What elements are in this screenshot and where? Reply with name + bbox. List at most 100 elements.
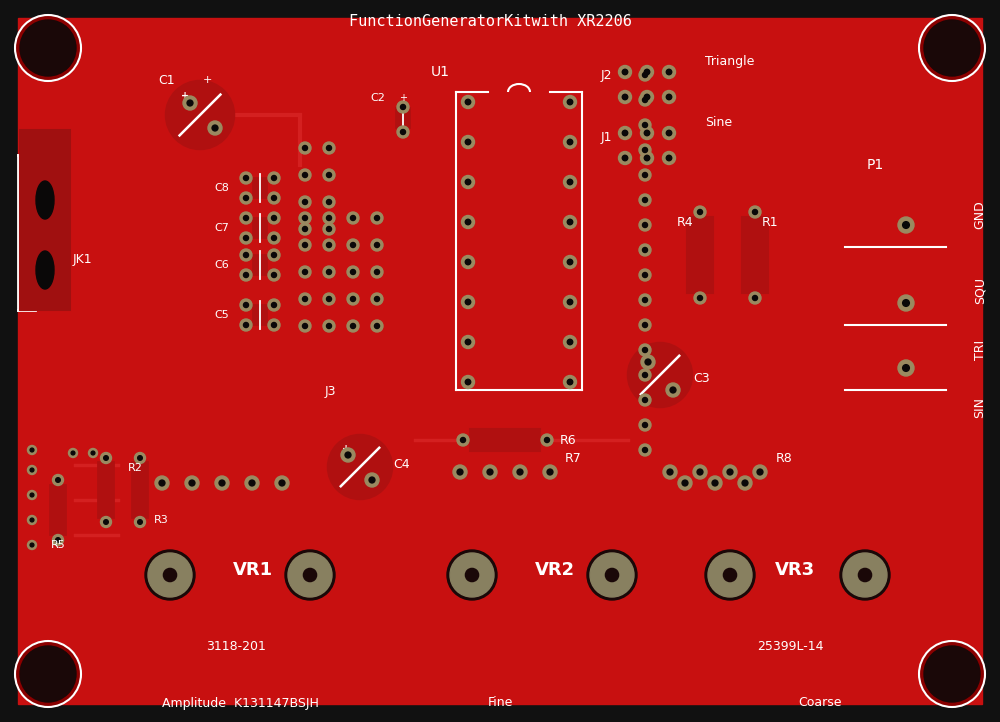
- Circle shape: [323, 293, 335, 305]
- Circle shape: [68, 448, 78, 458]
- Circle shape: [15, 15, 81, 81]
- Circle shape: [697, 469, 703, 475]
- Circle shape: [605, 568, 619, 582]
- Circle shape: [28, 541, 36, 549]
- Circle shape: [249, 480, 255, 486]
- Circle shape: [30, 448, 34, 452]
- Bar: [293, 193, 389, 340]
- Circle shape: [645, 359, 651, 365]
- Circle shape: [462, 256, 475, 269]
- Circle shape: [640, 66, 654, 79]
- Circle shape: [243, 215, 249, 220]
- Circle shape: [299, 266, 311, 278]
- Circle shape: [243, 235, 249, 240]
- Circle shape: [371, 239, 383, 251]
- Text: FunctionGeneratorKitwith XR2206: FunctionGeneratorKitwith XR2206: [349, 14, 631, 30]
- Circle shape: [303, 568, 317, 582]
- Circle shape: [56, 478, 60, 482]
- Circle shape: [843, 553, 887, 597]
- Circle shape: [622, 155, 628, 161]
- Circle shape: [30, 493, 34, 497]
- Circle shape: [639, 369, 651, 381]
- Circle shape: [52, 474, 64, 485]
- Circle shape: [271, 175, 277, 180]
- Circle shape: [462, 175, 475, 188]
- Circle shape: [326, 215, 332, 220]
- Circle shape: [20, 20, 76, 76]
- Circle shape: [639, 194, 651, 206]
- Circle shape: [302, 173, 308, 178]
- Circle shape: [374, 269, 380, 274]
- Circle shape: [240, 249, 252, 261]
- Text: +: +: [181, 91, 189, 101]
- Circle shape: [52, 534, 64, 546]
- Circle shape: [858, 568, 872, 582]
- Circle shape: [271, 215, 277, 220]
- Circle shape: [639, 219, 651, 231]
- Circle shape: [462, 136, 475, 149]
- Circle shape: [374, 323, 380, 329]
- Circle shape: [666, 130, 672, 136]
- Circle shape: [618, 90, 632, 103]
- Circle shape: [350, 269, 356, 274]
- Circle shape: [642, 398, 648, 403]
- Circle shape: [326, 227, 332, 232]
- Circle shape: [245, 476, 259, 490]
- Circle shape: [567, 339, 573, 344]
- Circle shape: [347, 293, 359, 305]
- Circle shape: [567, 139, 573, 144]
- Text: R8: R8: [776, 451, 793, 464]
- Circle shape: [924, 646, 980, 702]
- Circle shape: [642, 198, 648, 202]
- Circle shape: [483, 465, 497, 479]
- Circle shape: [104, 520, 108, 524]
- Text: +: +: [342, 445, 350, 454]
- Circle shape: [465, 179, 471, 185]
- Bar: [678, 490, 903, 665]
- Circle shape: [642, 123, 648, 128]
- Circle shape: [350, 323, 356, 329]
- Circle shape: [323, 169, 335, 181]
- Circle shape: [215, 476, 229, 490]
- Circle shape: [400, 129, 406, 134]
- Circle shape: [642, 422, 648, 427]
- Circle shape: [345, 452, 351, 458]
- Circle shape: [642, 347, 648, 352]
- Circle shape: [91, 451, 95, 455]
- Circle shape: [299, 223, 311, 235]
- Circle shape: [243, 303, 249, 308]
- Circle shape: [100, 453, 112, 464]
- Circle shape: [708, 553, 752, 597]
- Circle shape: [564, 95, 576, 108]
- Circle shape: [567, 219, 573, 225]
- Circle shape: [544, 438, 550, 443]
- Text: J2: J2: [600, 69, 612, 82]
- Circle shape: [323, 320, 335, 332]
- Circle shape: [148, 553, 192, 597]
- Bar: [742, 217, 768, 293]
- Circle shape: [299, 142, 311, 154]
- Circle shape: [840, 550, 890, 600]
- Circle shape: [697, 209, 703, 214]
- Circle shape: [487, 469, 493, 475]
- Circle shape: [371, 212, 383, 224]
- Circle shape: [513, 465, 527, 479]
- Text: Sine: Sine: [705, 116, 732, 129]
- Circle shape: [20, 646, 76, 702]
- Circle shape: [639, 319, 651, 331]
- Circle shape: [240, 232, 252, 244]
- Circle shape: [564, 336, 576, 349]
- Text: R7: R7: [565, 451, 582, 464]
- Circle shape: [742, 480, 748, 486]
- Circle shape: [219, 480, 225, 486]
- Text: J1: J1: [600, 131, 612, 144]
- Circle shape: [271, 323, 277, 328]
- Circle shape: [369, 477, 375, 483]
- Circle shape: [374, 297, 380, 302]
- Text: C1: C1: [159, 74, 175, 87]
- Circle shape: [243, 253, 249, 258]
- Text: Coarse: Coarse: [798, 697, 842, 710]
- Circle shape: [564, 256, 576, 269]
- Circle shape: [208, 121, 222, 135]
- Text: R1: R1: [762, 215, 778, 228]
